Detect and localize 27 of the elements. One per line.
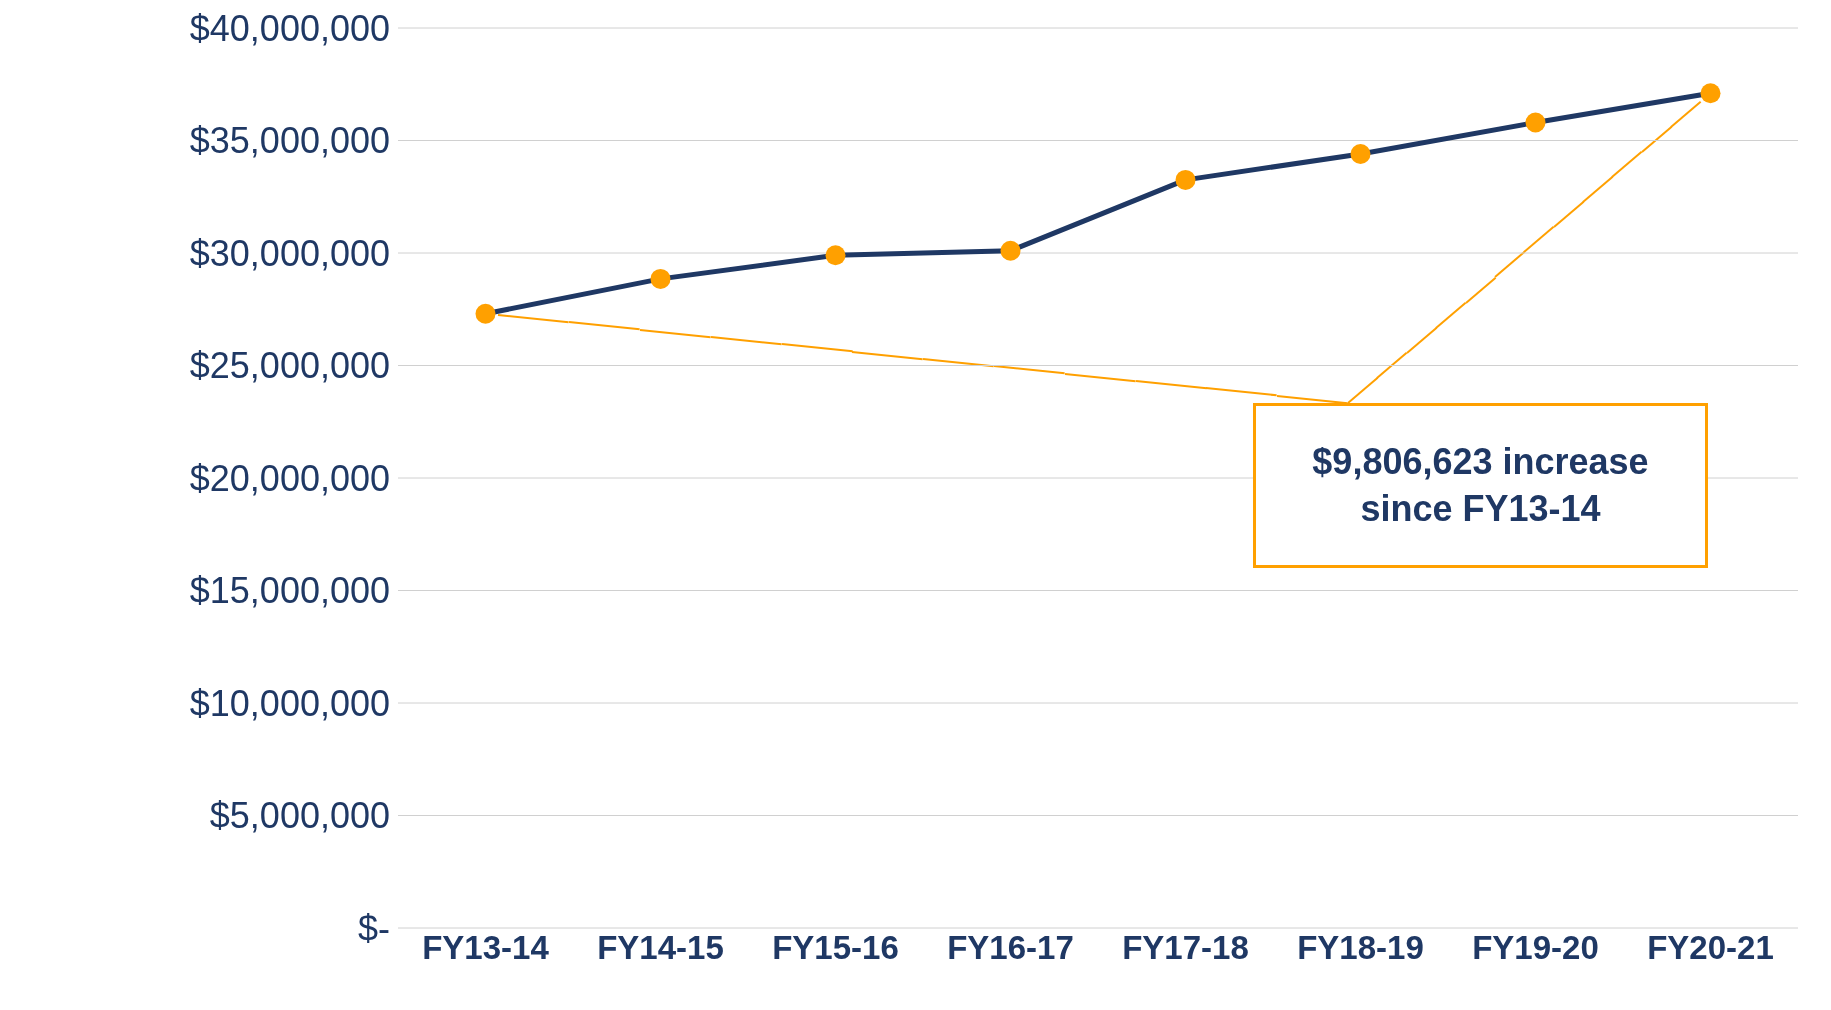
point — [825, 245, 846, 266]
point — [1000, 240, 1021, 261]
x-tick-label: FY13-14 — [422, 929, 550, 967]
point — [1175, 169, 1196, 190]
x-tick-label: FY15-16 — [772, 929, 899, 967]
y-tick-label: $5,000,000 — [209, 795, 390, 837]
point — [475, 303, 496, 324]
point — [1525, 112, 1546, 133]
x-tick-label: FY14-15 — [597, 929, 724, 967]
x-tick-label: FY18-19 — [1297, 929, 1424, 967]
x-tick-label: FY19-20 — [1472, 929, 1599, 967]
y-tick-label: $30,000,000 — [189, 232, 390, 274]
y-tick-label: $20,000,000 — [189, 457, 390, 499]
y-tick-label: $25,000,000 — [189, 345, 390, 387]
x-tick-label: FY16-17 — [947, 929, 1074, 967]
point — [1350, 144, 1371, 164]
x-tick-label: FY17-18 — [1122, 929, 1249, 967]
point — [1700, 83, 1721, 104]
y-tick-label: $15,000,000 — [189, 570, 390, 612]
callout-box: $9,806,623 increase since FY13-14 — [1253, 403, 1708, 568]
y-tick-label: $35,000,000 — [189, 120, 390, 162]
x-tick-label: FY20-21 — [1647, 929, 1774, 967]
y-tick-label: $10,000,000 — [189, 682, 390, 724]
annotation: $9,806,623 increase since FY13-14 — [1311, 439, 1650, 531]
point — [650, 268, 671, 289]
y-tick-label: $40,000,000 — [189, 7, 390, 49]
y-tick-label: $- — [357, 907, 390, 949]
